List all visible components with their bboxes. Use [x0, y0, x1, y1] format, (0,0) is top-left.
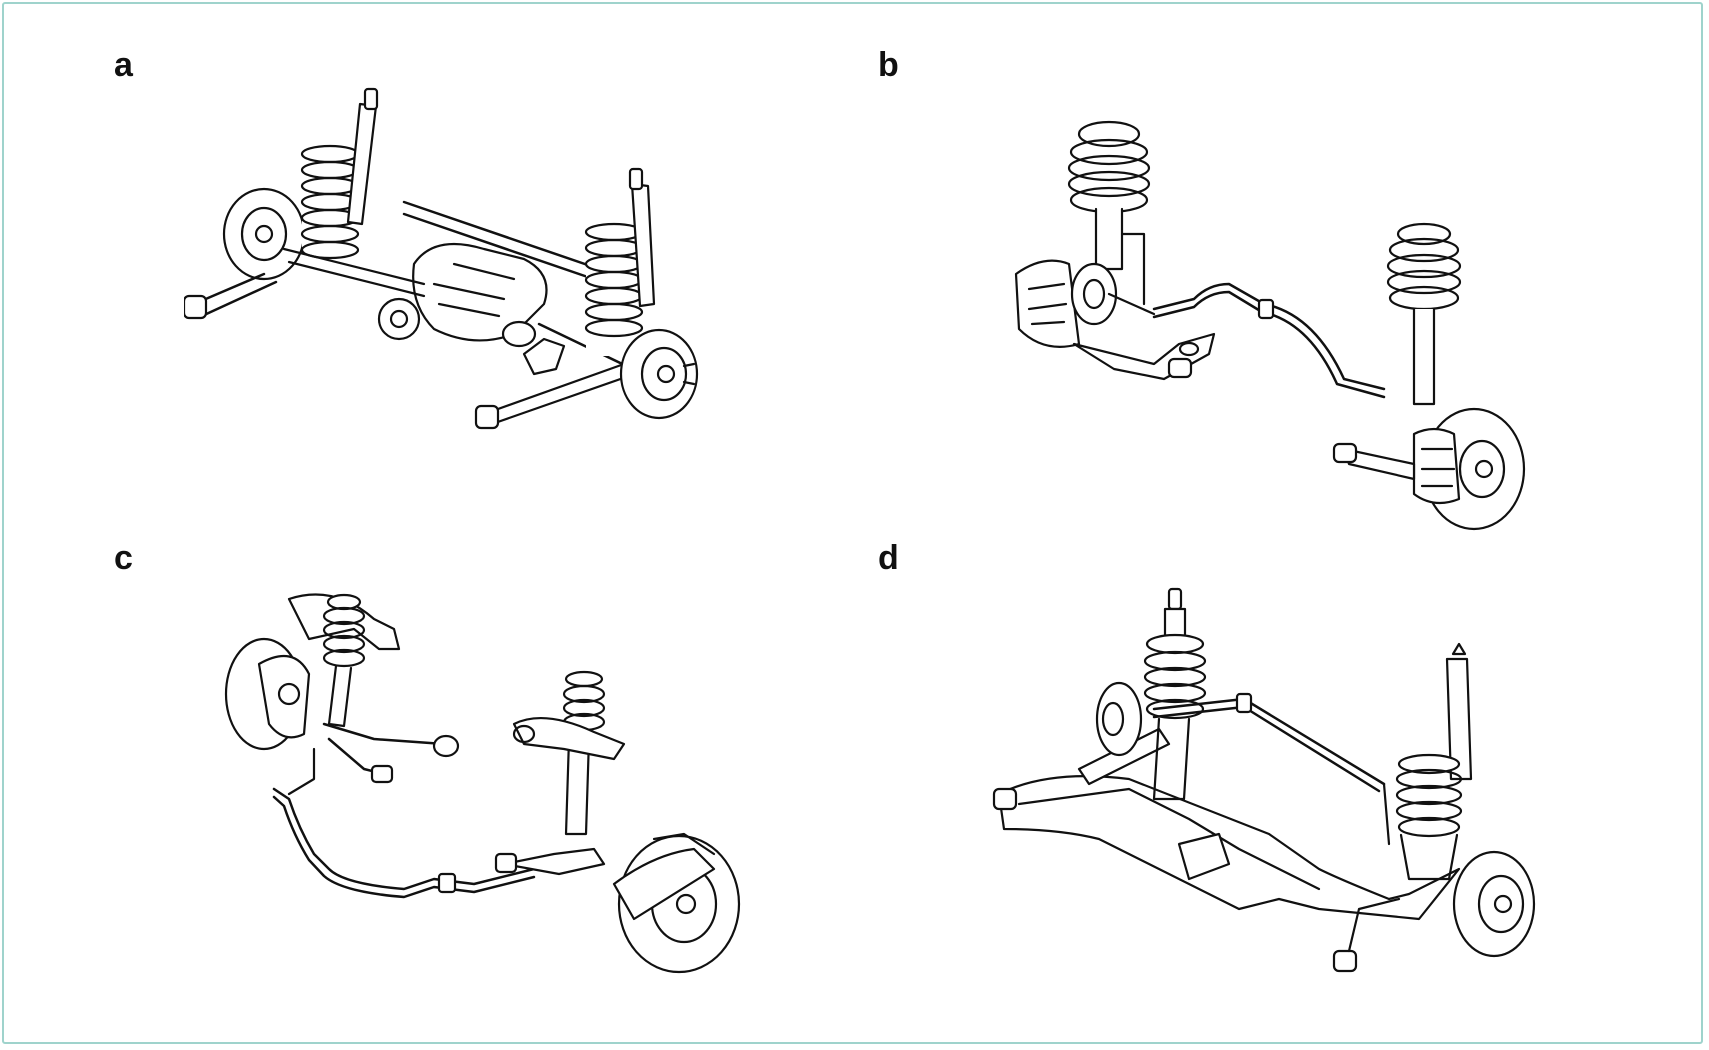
- left-shock-absorber: [1165, 589, 1185, 639]
- panel-b-illustration: [1004, 104, 1544, 544]
- panel-a-illustration: [184, 84, 764, 454]
- right-strut-assembly: [1388, 224, 1460, 404]
- stabilizer-bar: [274, 789, 534, 889]
- right-brake-disc: [1414, 409, 1524, 529]
- left-coil-spring: [324, 595, 364, 726]
- right-coil-spring: [1397, 755, 1461, 879]
- panel-label-c: c: [114, 539, 133, 577]
- left-hub: [224, 189, 304, 279]
- left-brake-assembly: [1016, 261, 1154, 347]
- right-shock-absorber: [630, 169, 654, 306]
- panel-label-a: a: [114, 46, 133, 84]
- left-brake-disc: [226, 639, 309, 749]
- right-coil-spring: [564, 672, 604, 834]
- axle-crossmember: [999, 776, 1459, 919]
- panel-label-b: b: [878, 46, 899, 84]
- left-lower-control-arm: [1074, 334, 1214, 379]
- left-hub: [1097, 683, 1141, 755]
- right-hub: [1454, 852, 1534, 956]
- right-brake-disc: [614, 834, 739, 972]
- left-coil-spring: [1145, 635, 1205, 799]
- left-shock-absorber: [348, 89, 377, 224]
- differential-housing: [379, 244, 547, 346]
- right-coil-spring: [586, 224, 642, 356]
- right-shock-absorber: [1447, 644, 1471, 779]
- panel-label-d: d: [878, 539, 899, 577]
- right-upper-control-arm: [514, 718, 624, 759]
- right-hub: [621, 330, 697, 418]
- panel-d-illustration: [989, 579, 1569, 979]
- left-strut-assembly: [1069, 122, 1149, 304]
- panel-c-illustration: [214, 584, 754, 984]
